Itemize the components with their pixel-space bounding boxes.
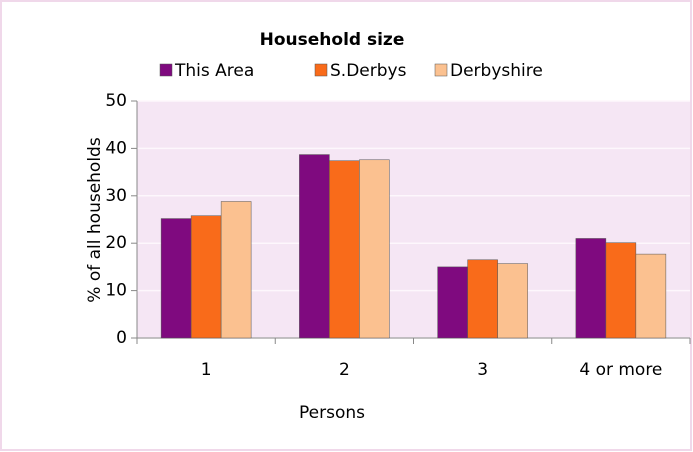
bar	[190, 215, 222, 339]
y-tick-label: 10	[105, 281, 127, 301]
legend-label: S.Derbys	[330, 61, 407, 81]
y-tick-label: 30	[105, 186, 127, 206]
x-tick-label: 2	[339, 360, 350, 380]
y-axis-title: % of all households	[85, 137, 105, 303]
y-tick-label: 40	[105, 138, 127, 158]
y-tick-label: 20	[105, 233, 127, 253]
legend-swatch	[434, 63, 448, 77]
bar	[575, 238, 607, 339]
bar	[605, 242, 637, 339]
x-tick-label: 4 or more	[579, 360, 662, 380]
x-tick-label: 1	[201, 360, 212, 380]
bar	[635, 253, 667, 339]
legend-swatch	[314, 63, 328, 77]
legend-swatch	[159, 63, 173, 77]
x-axis-title: Persons	[299, 403, 365, 423]
bar	[497, 263, 528, 339]
chart-title: Household size	[260, 30, 405, 50]
x-tick-label: 3	[477, 360, 488, 380]
y-tick-label: 0	[116, 328, 127, 348]
bar	[160, 218, 192, 339]
bar	[299, 154, 330, 339]
bar	[437, 266, 468, 339]
bar	[467, 259, 498, 339]
bar	[329, 160, 360, 339]
bar	[220, 201, 252, 339]
legend-label: This Area	[174, 61, 254, 81]
bar	[359, 159, 390, 339]
y-tick-label: 50	[105, 91, 127, 111]
legend-label: Derbyshire	[450, 61, 543, 81]
